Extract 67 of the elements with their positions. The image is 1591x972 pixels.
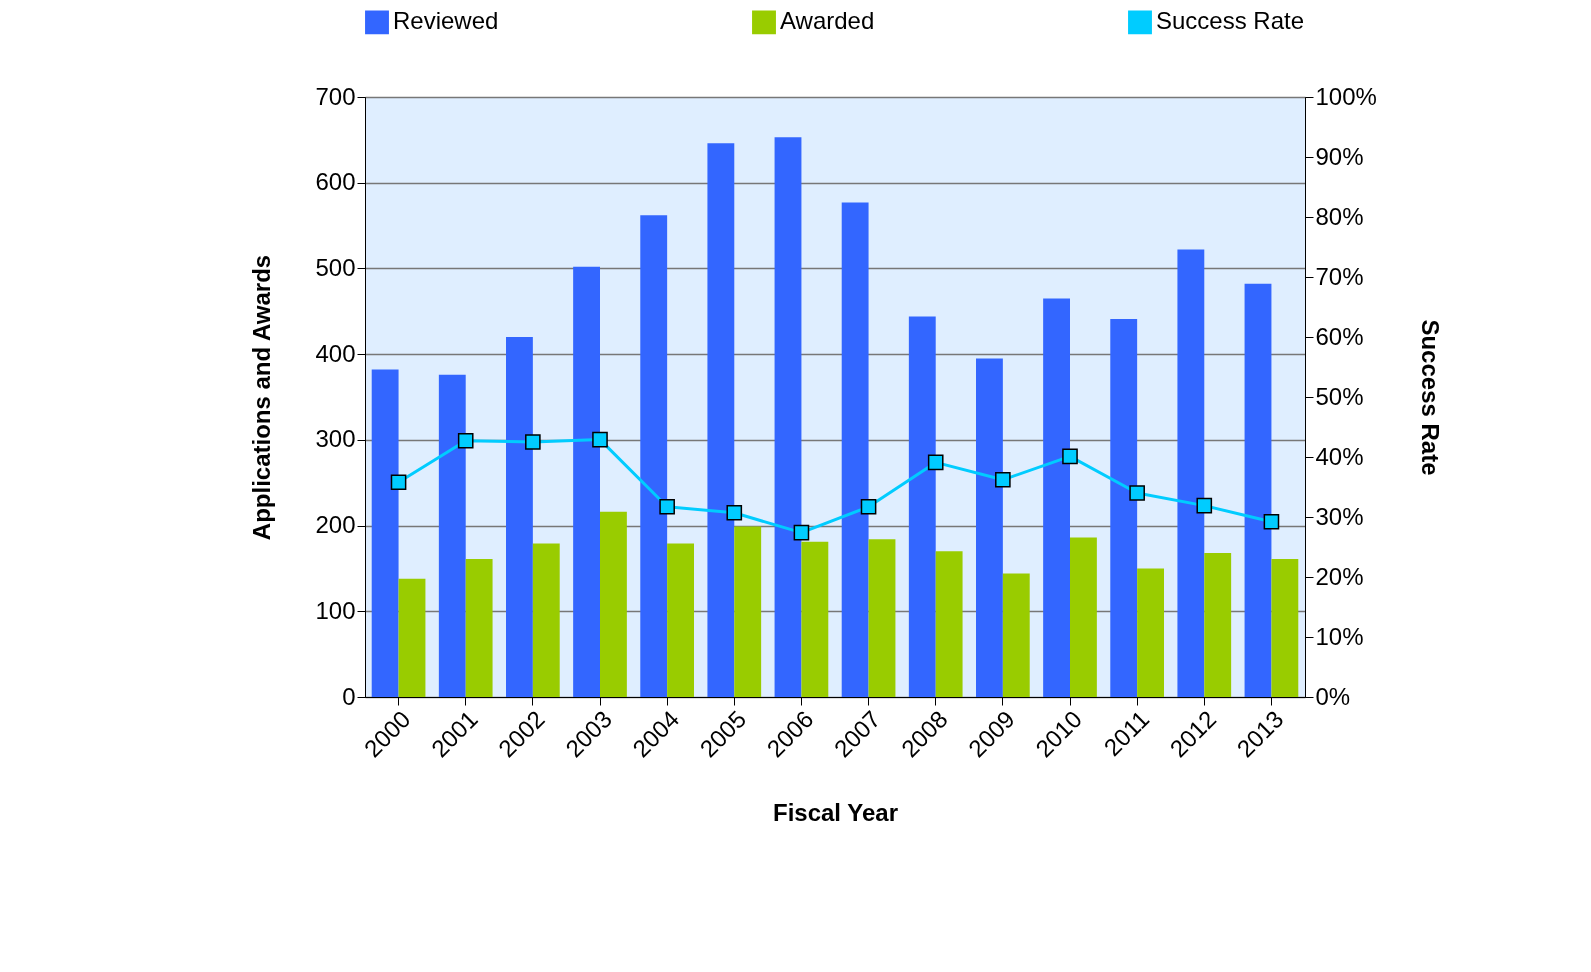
y2-axis-title: Success Rate bbox=[1416, 319, 1444, 476]
point bbox=[1263, 513, 1280, 530]
y-tick-label: 600 bbox=[315, 168, 356, 196]
y2-tick-label: 100% bbox=[1315, 82, 1377, 110]
point bbox=[592, 431, 608, 448]
legend-label: Success Rate bbox=[1156, 7, 1305, 35]
bar bbox=[1043, 298, 1070, 697]
point bbox=[1062, 448, 1078, 465]
y2-tick-label: 70% bbox=[1315, 262, 1364, 290]
point bbox=[927, 454, 944, 471]
x-axis-title: Fiscal Year bbox=[773, 799, 898, 827]
bar bbox=[506, 337, 533, 697]
bar bbox=[1002, 573, 1030, 697]
point bbox=[995, 471, 1011, 488]
y2-tick-label: 90% bbox=[1315, 142, 1364, 170]
y2-tick-label: 40% bbox=[1315, 442, 1364, 470]
bar bbox=[976, 358, 1003, 697]
point bbox=[1196, 497, 1213, 514]
bar bbox=[371, 369, 399, 697]
bar bbox=[573, 266, 600, 697]
bar bbox=[707, 143, 735, 697]
bar bbox=[1177, 249, 1205, 697]
point bbox=[659, 498, 675, 515]
bar bbox=[1070, 537, 1097, 697]
bar bbox=[774, 137, 802, 697]
bar bbox=[1271, 559, 1299, 697]
point bbox=[860, 498, 877, 515]
y2-tick-label: 10% bbox=[1315, 622, 1364, 650]
legend-label: Awarded bbox=[780, 7, 875, 35]
point bbox=[1129, 485, 1145, 501]
y-tick-label: 700 bbox=[315, 82, 356, 110]
y2-tick-label: 60% bbox=[1315, 322, 1364, 350]
bar bbox=[438, 374, 466, 697]
bar bbox=[1110, 319, 1138, 697]
bar bbox=[465, 559, 493, 697]
y-tick-label: 0 bbox=[342, 682, 356, 710]
point bbox=[390, 474, 407, 491]
bar bbox=[532, 543, 560, 697]
y-tick-label: 300 bbox=[315, 425, 356, 453]
y-tick-label: 400 bbox=[315, 339, 356, 367]
point bbox=[525, 434, 541, 450]
y2-tick-label: 50% bbox=[1315, 382, 1364, 410]
point bbox=[457, 432, 474, 449]
bar bbox=[1204, 553, 1232, 697]
bar bbox=[734, 526, 762, 697]
point bbox=[726, 504, 743, 521]
y-tick-label: 500 bbox=[315, 253, 356, 281]
bar bbox=[935, 551, 963, 697]
bar bbox=[398, 578, 426, 697]
bar bbox=[841, 202, 869, 697]
bar bbox=[908, 316, 936, 697]
bar bbox=[1137, 568, 1164, 697]
y2-tick-label: 80% bbox=[1315, 202, 1364, 230]
y2-tick-label: 30% bbox=[1315, 502, 1364, 530]
bar bbox=[1244, 283, 1272, 697]
legend-label: Reviewed bbox=[393, 7, 499, 35]
point bbox=[793, 524, 810, 541]
bar bbox=[801, 541, 829, 697]
y-axis-title: Applications and Awards bbox=[248, 254, 276, 541]
y2-tick-label: 20% bbox=[1315, 562, 1364, 590]
bar bbox=[600, 511, 627, 697]
bar bbox=[640, 215, 668, 697]
y-tick-label: 100 bbox=[315, 596, 356, 624]
y-tick-label: 200 bbox=[315, 511, 356, 539]
bar bbox=[667, 543, 694, 697]
bar bbox=[868, 539, 896, 697]
y2-tick-label: 0% bbox=[1315, 682, 1351, 710]
